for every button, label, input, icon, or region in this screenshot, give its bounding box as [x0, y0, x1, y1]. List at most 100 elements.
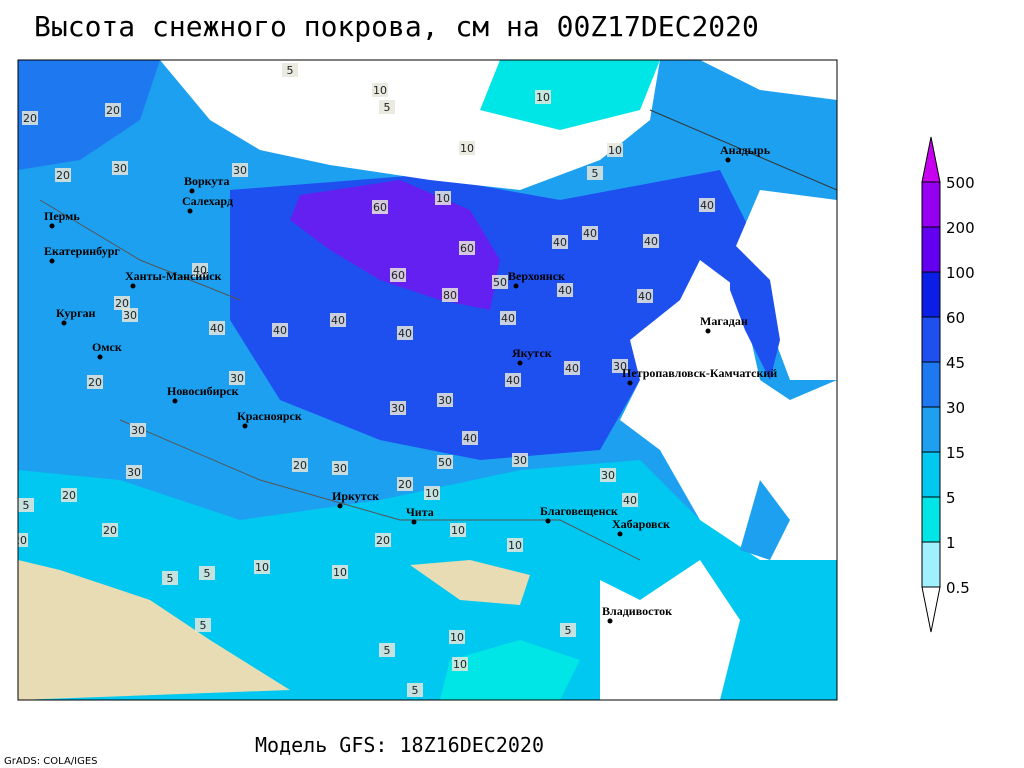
map-frame	[17, 59, 838, 701]
contour-label-box	[552, 235, 568, 249]
contour-label: 40	[210, 322, 224, 335]
contour-label-box	[535, 90, 551, 104]
contour-label-box	[332, 565, 348, 579]
contour-label: 5	[167, 572, 174, 585]
contour-label: 30	[233, 164, 247, 177]
snow-field	[290, 180, 500, 310]
city-label: Благовещенск	[540, 504, 618, 518]
contour-label-box	[557, 283, 573, 297]
colorbar-segment	[921, 406, 941, 453]
city-label: Красноярск	[237, 409, 302, 423]
contour-label: 20	[398, 478, 412, 491]
contour-label-box	[450, 523, 466, 537]
contour-label: 20	[106, 104, 120, 117]
contour-label: 30	[601, 469, 615, 482]
contour-label: 40	[638, 290, 652, 303]
contour-label: 30	[391, 402, 405, 415]
contour-label-box	[330, 313, 346, 327]
contour-label-box	[272, 323, 288, 337]
contour-label-box	[560, 623, 576, 637]
contour-label: 40	[463, 432, 477, 445]
contour-label: 20	[293, 459, 307, 472]
contour-label: 30	[333, 462, 347, 475]
city-label: Петропавловск-Камчатский	[622, 366, 777, 380]
contour-label-box	[452, 657, 468, 671]
contour-label-box	[459, 141, 475, 155]
bare-ground	[410, 560, 530, 605]
contour-label: 40	[558, 284, 572, 297]
contour-label-box	[437, 455, 453, 469]
colorbar-label: 500	[946, 174, 975, 192]
contour-label: 30	[131, 424, 145, 437]
contour-label: 80	[443, 289, 457, 302]
sea-ice	[480, 60, 660, 130]
contour-label-box	[18, 533, 28, 547]
contour-label-box	[462, 431, 478, 445]
credit: GrADS: COLA/IGES	[4, 756, 98, 767]
contour-label: 10	[451, 524, 465, 537]
contour-label-box	[282, 63, 298, 77]
contour-label-box	[564, 361, 580, 375]
city-dot	[172, 398, 178, 404]
colorbar-segment	[921, 496, 941, 543]
city-dot	[617, 531, 623, 537]
contour-label-box	[105, 103, 121, 117]
contour-label: 20	[56, 169, 70, 182]
contour-label: 10	[373, 84, 387, 97]
colorbar-cap	[921, 586, 941, 633]
contour-label-box	[102, 523, 118, 537]
contour-label-box	[372, 200, 388, 214]
city-label: Новосибирск	[167, 384, 239, 398]
city-label: Иркутск	[332, 489, 379, 503]
contour-label: 10	[460, 142, 474, 155]
contour-label: 50	[493, 276, 507, 289]
contour-label-box	[390, 268, 406, 282]
contour-label: 40	[553, 236, 567, 249]
model-caption: Модель GFS: 18Z16DEC2020	[255, 733, 544, 757]
city-dot	[607, 618, 613, 624]
colorbar-segment	[921, 451, 941, 498]
contour-label-box	[122, 308, 138, 322]
contour-label: 5	[287, 64, 294, 77]
colorbar-segment	[921, 541, 941, 588]
colorbar-cap	[921, 136, 941, 183]
city-label: Анадырь	[720, 143, 771, 157]
colorbar-label: 0.5	[946, 579, 970, 597]
city-dot	[187, 208, 193, 214]
contour-label: 10	[450, 631, 464, 644]
ocean	[730, 190, 837, 380]
contour-label: 5	[200, 619, 207, 632]
city-dot	[725, 157, 731, 163]
contour-label: 20	[103, 524, 117, 537]
contour-label: 20	[13, 534, 27, 547]
city-label: Верхоянск	[508, 269, 565, 283]
colorbar-label: 45	[946, 354, 965, 372]
contour-label-box	[507, 538, 523, 552]
contour-label: 20	[62, 489, 76, 502]
contour-label-box	[18, 498, 34, 512]
city-dot	[97, 354, 103, 360]
city-dot	[49, 258, 55, 264]
contour-label: 10	[453, 658, 467, 671]
city-label: Омск	[92, 340, 122, 354]
city-dot	[517, 360, 523, 366]
contour-label-box	[192, 263, 208, 277]
contour-label-box	[699, 198, 715, 212]
contour-label-box	[505, 373, 521, 387]
colorbar-segment	[921, 361, 941, 408]
contour-label: 40	[583, 227, 597, 240]
pacific-ocean	[620, 260, 837, 560]
bare-ground	[18, 560, 290, 700]
city-dot	[130, 283, 136, 289]
colorbar-segment	[921, 271, 941, 318]
map-title: Высота снежного покрова, см на 00Z17DEC2…	[34, 10, 759, 43]
contour-label-box	[449, 630, 465, 644]
contour-label-box	[87, 375, 103, 389]
contour-label: 40	[331, 314, 345, 327]
colorbar-label: 200	[946, 219, 975, 237]
contour-label-box	[379, 100, 395, 114]
